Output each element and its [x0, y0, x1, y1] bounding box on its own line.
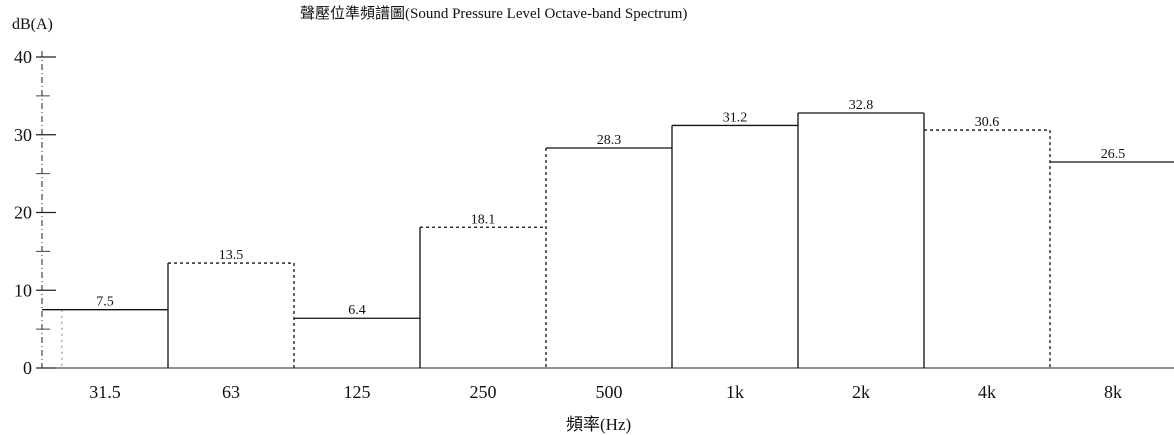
y-tick-label: 20	[14, 203, 32, 223]
x-tick-label: 31.5	[89, 382, 121, 402]
data-label: 28.3	[597, 133, 622, 148]
x-axis-label: 頻率(Hz)	[566, 415, 632, 434]
data-label: 13.5	[219, 248, 244, 263]
x-tick-label: 8k	[1104, 382, 1122, 402]
y-tick-label: 40	[14, 47, 32, 67]
x-tick-label: 63	[222, 382, 240, 402]
y-axis-label: dB(A)	[12, 16, 53, 33]
data-label: 31.2	[723, 110, 748, 125]
x-tick-label: 1k	[726, 382, 744, 402]
y-tick-label: 0	[23, 358, 32, 378]
x-tick-label: 250	[470, 382, 497, 402]
x-tick-label: 2k	[852, 382, 870, 402]
data-label: 18.1	[471, 212, 496, 227]
y-tick-label: 10	[14, 280, 32, 300]
data-label: 30.6	[975, 115, 1000, 130]
x-tick-label: 500	[596, 382, 623, 402]
x-tick-label: 125	[344, 382, 371, 402]
data-label: 6.4	[348, 303, 366, 318]
data-label: 7.5	[96, 295, 114, 310]
x-tick-label: 4k	[978, 382, 996, 402]
data-label: 32.8	[849, 98, 874, 113]
data-label: 26.5	[1101, 147, 1126, 162]
y-tick-label: 30	[14, 125, 32, 145]
chart-title: 聲壓位準頻譜圖(Sound Pressure Level Octave-band…	[300, 6, 688, 22]
